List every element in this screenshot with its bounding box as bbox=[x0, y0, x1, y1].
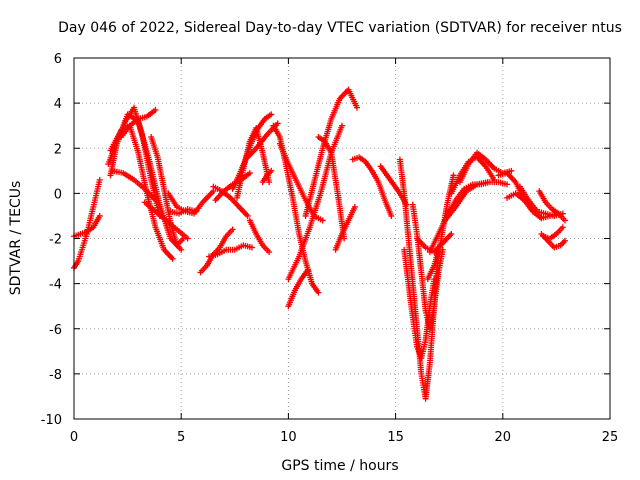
y-tick-label: -6 bbox=[49, 323, 62, 338]
series-arc-11 bbox=[167, 206, 200, 217]
x-tick-label: 15 bbox=[387, 430, 404, 445]
y-tick-label: -8 bbox=[49, 368, 62, 383]
series-arc-09 bbox=[148, 133, 187, 249]
x-tick-label: 20 bbox=[495, 430, 512, 445]
series-markers bbox=[349, 154, 395, 219]
series-arc-06 bbox=[118, 106, 159, 140]
series-arc-27 bbox=[332, 203, 358, 253]
x-tick-label: 5 bbox=[177, 430, 185, 445]
series-markers bbox=[540, 224, 566, 242]
series-markers bbox=[409, 201, 446, 332]
y-tick-label: 0 bbox=[54, 187, 62, 202]
series-markers bbox=[276, 140, 326, 224]
series-markers bbox=[118, 106, 159, 140]
series-markers bbox=[148, 133, 187, 249]
y-tick-label: 4 bbox=[54, 97, 62, 112]
x-tick-label: 0 bbox=[70, 430, 78, 445]
series-arc-25 bbox=[302, 86, 361, 219]
series-arc-05 bbox=[107, 111, 185, 253]
series-markers bbox=[332, 203, 358, 253]
series-arc-13 bbox=[206, 242, 255, 260]
series-markers bbox=[206, 242, 255, 260]
series-arc-44 bbox=[540, 224, 566, 242]
series-arc-32 bbox=[409, 201, 446, 332]
y-tick-label: -4 bbox=[49, 278, 62, 293]
series-markers bbox=[441, 179, 491, 224]
series-arc-23 bbox=[285, 267, 311, 310]
series-arc-07 bbox=[109, 167, 159, 204]
series-arc-19 bbox=[246, 217, 273, 256]
series-arc-38 bbox=[441, 179, 491, 224]
x-tick-label: 25 bbox=[602, 430, 619, 445]
series-markers bbox=[167, 206, 200, 217]
series-arc-20 bbox=[259, 167, 275, 186]
series-arc-28 bbox=[349, 154, 395, 219]
series-arc-42 bbox=[536, 188, 568, 224]
tick-labels: 0 5 10 15 20 25 -10 -8 -6 -4 -2 0 2 4 6 bbox=[41, 52, 619, 445]
x-axis-label: GPS time / hours bbox=[281, 458, 398, 474]
y-tick-label: -2 bbox=[49, 233, 62, 248]
y-tick-label: 2 bbox=[54, 142, 62, 157]
y-tick-label: -10 bbox=[41, 413, 62, 428]
series-arc-22 bbox=[276, 140, 326, 224]
series-markers bbox=[246, 217, 273, 256]
y-tick-label: 6 bbox=[54, 52, 62, 67]
series-markers bbox=[536, 188, 568, 224]
chart-title: Day 046 of 2022, Sidereal Day-to-day VTE… bbox=[58, 20, 622, 36]
x-tick-label: 10 bbox=[280, 430, 297, 445]
series-markers bbox=[107, 111, 185, 253]
y-axis-label: SDTVAR / TECUs bbox=[8, 181, 24, 296]
series-markers bbox=[259, 167, 275, 186]
series-markers bbox=[109, 167, 159, 204]
series-markers bbox=[302, 86, 361, 219]
series-markers bbox=[285, 267, 311, 310]
data-marks bbox=[71, 86, 568, 402]
